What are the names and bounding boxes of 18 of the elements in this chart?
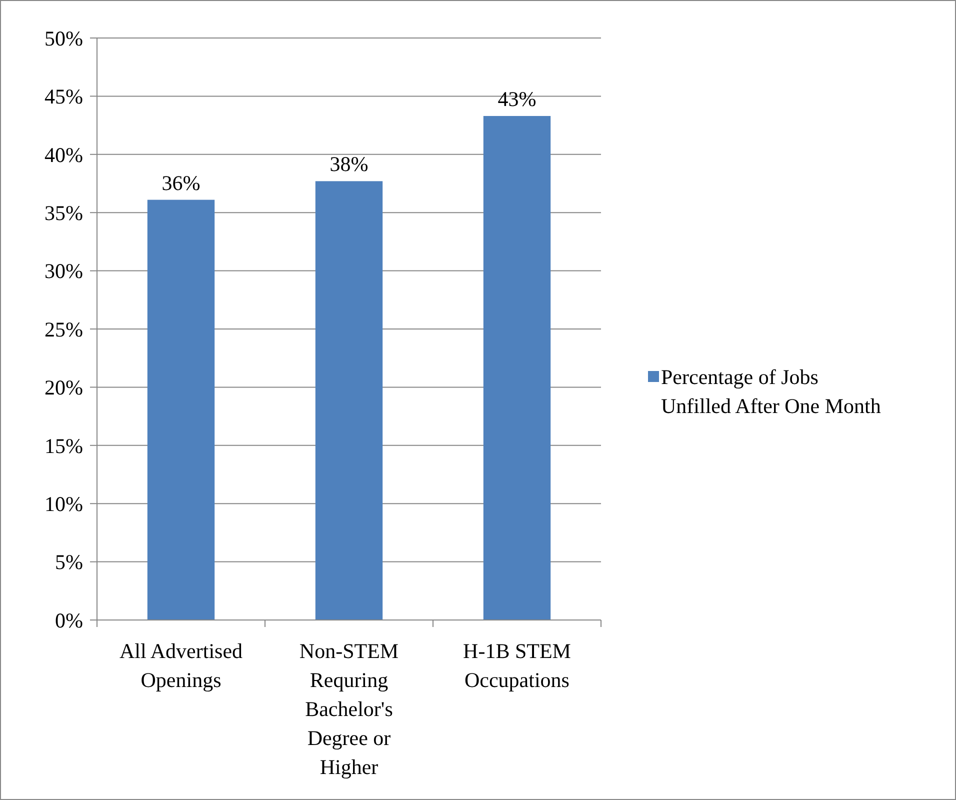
y-tick-label: 25% <box>44 317 83 342</box>
y-tick-label: 15% <box>44 434 83 458</box>
y-tick-label: 40% <box>44 142 83 167</box>
y-tick-label: 10% <box>44 492 83 516</box>
x-tick-label: Non-STEM Requring Bachelor's Degree or Higher <box>299 639 399 779</box>
y-tick-label: 0% <box>55 608 83 632</box>
data-label: 43% <box>498 86 536 111</box>
x-tick-label: All Advertised Openings <box>119 639 244 692</box>
x-tick-label: H-1B STEM Occupations <box>463 639 572 692</box>
y-tick-label: 45% <box>44 84 83 109</box>
data-label: 38% <box>330 152 368 176</box>
y-tick-label: 35% <box>44 200 83 225</box>
legend-label: Percentage of Jobs Unfilled After One Month <box>661 365 882 418</box>
y-tick-label: 5% <box>55 550 83 574</box>
y-tick-label: 30% <box>44 259 83 284</box>
y-tick-label: 20% <box>44 376 83 400</box>
data-label: 36% <box>162 170 200 195</box>
y-tick-label: 50% <box>44 26 83 50</box>
